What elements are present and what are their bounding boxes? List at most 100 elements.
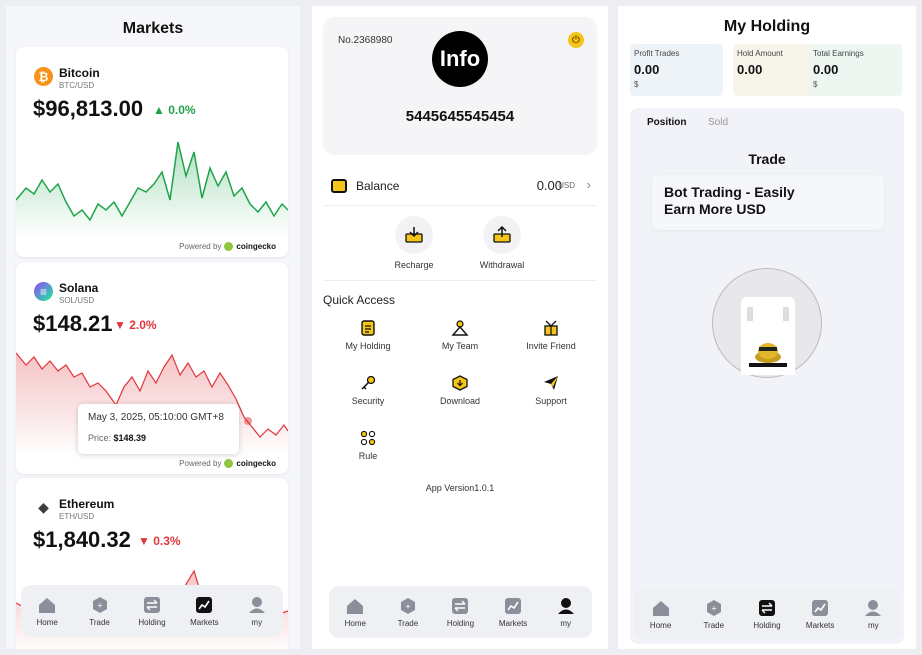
home-icon	[345, 596, 365, 616]
key-icon	[359, 374, 377, 392]
coin-change: ▼ 2.0%	[114, 318, 157, 332]
nav-markets[interactable]: Markets	[795, 598, 845, 630]
coin-name: Bitcoin	[59, 66, 100, 80]
markets-icon	[503, 596, 523, 616]
withdrawal-icon	[483, 216, 521, 254]
gift-icon	[542, 319, 560, 337]
profile-card: No.2368980 ⏻ Info 5445645545454	[323, 17, 597, 155]
rule-icon	[359, 429, 377, 447]
qa-security[interactable]: Security	[328, 374, 408, 406]
holding-icon	[757, 598, 777, 618]
stat-total-earnings: Total Earnings 0.00 $	[809, 44, 902, 96]
robot-icon	[747, 307, 789, 367]
nav-trade[interactable]: + Trade	[75, 595, 125, 627]
svg-text:+: +	[711, 604, 716, 614]
coingecko-icon	[224, 459, 234, 468]
balance-row[interactable]: Balance 0.00 USD ›	[323, 172, 597, 206]
chart-tooltip: May 3, 2025, 05:10:00 GMT+8 Price: $148.…	[78, 404, 239, 454]
home-icon	[651, 598, 671, 618]
nav-markets[interactable]: Markets	[179, 595, 229, 627]
user-id: 5445645545454	[405, 108, 515, 125]
nav-my[interactable]: my	[848, 598, 898, 630]
trade-title: Trade	[748, 151, 786, 167]
user-icon	[247, 595, 267, 615]
markets-panel: Markets ₿ Bitcoin BTC/USD $96,813.00 ▲ 0…	[6, 6, 300, 649]
bot-trading-banner[interactable]: Bot Trading - Easily Earn More USD	[652, 175, 884, 230]
account-number: No.2368980	[338, 35, 393, 46]
wallet-icon	[331, 179, 347, 193]
home-icon	[37, 595, 57, 615]
nav-trade[interactable]: + Trade	[689, 598, 739, 630]
holding-panel: My Holding Profit Trades 0.00 $ Hold Amo…	[618, 6, 916, 649]
page-title: My Holding	[723, 18, 811, 35]
svg-text:+: +	[405, 602, 410, 612]
balance-label: Balance	[356, 179, 400, 193]
recharge-icon	[395, 216, 433, 254]
markets-icon	[810, 598, 830, 618]
recharge-button[interactable]: Recharge	[384, 216, 444, 270]
app-version: App Version1.0.1	[425, 483, 495, 493]
robot-card	[741, 297, 795, 375]
trade-icon: +	[704, 598, 724, 618]
tab-sold[interactable]: Sold	[708, 117, 729, 128]
holding-icon	[142, 595, 162, 615]
user-icon	[556, 596, 576, 616]
trade-icon: +	[398, 596, 418, 616]
coingecko-icon	[224, 242, 234, 251]
coin-price: $96,813.00	[33, 96, 144, 121]
withdrawal-button[interactable]: Withdrawal	[472, 216, 532, 270]
coin-card-bitcoin[interactable]: ₿ Bitcoin BTC/USD $96,813.00 ▲ 0.0% Powe…	[16, 47, 288, 257]
coin-price: $148.21	[33, 311, 113, 336]
download-icon	[451, 374, 469, 392]
holding-icon	[450, 596, 470, 616]
stat-profit-trades: Profit Trades 0.00 $	[630, 44, 723, 96]
page-title: Markets	[122, 20, 184, 37]
chevron-right-icon: ›	[586, 177, 591, 192]
qa-my-holding[interactable]: My Holding	[328, 319, 408, 351]
qa-invite-friend[interactable]: Invite Friend	[511, 319, 591, 351]
send-icon	[542, 374, 560, 392]
nav-home[interactable]: Home	[330, 596, 380, 628]
nav-my[interactable]: my	[232, 595, 282, 627]
coin-pair: SOL/USD	[59, 296, 95, 305]
quick-access-title: Quick Access	[323, 293, 396, 307]
markets-icon	[194, 595, 214, 615]
powered-by: Powered by coingecko	[179, 459, 276, 468]
qa-download[interactable]: Download	[420, 374, 500, 406]
nav-holding[interactable]: Holding	[742, 598, 792, 630]
bot-illustration	[712, 268, 822, 378]
coin-change: ▲ 0.0%	[153, 103, 196, 117]
profile-panel: No.2368980 ⏻ Info 5445645545454 Balance …	[312, 6, 608, 649]
coin-name: Ethereum	[59, 497, 115, 511]
nav-holding[interactable]: Holding	[127, 595, 177, 627]
nav-my[interactable]: my	[541, 596, 591, 628]
qa-my-team[interactable]: My Team	[420, 319, 500, 351]
qa-support[interactable]: Support	[511, 374, 591, 406]
arrow-up-icon: ▲	[153, 103, 169, 117]
powered-by: Powered by coingecko	[179, 242, 276, 251]
tooltip-price: Price: $148.39	[88, 433, 147, 443]
balance-unit: USD	[558, 181, 575, 190]
nav-home[interactable]: Home	[22, 595, 72, 627]
nav-holding[interactable]: Holding	[435, 596, 485, 628]
tab-position[interactable]: Position	[647, 117, 687, 128]
tooltip-date: May 3, 2025, 05:10:00 GMT+8	[88, 412, 224, 423]
bitcoin-icon: ₿	[34, 67, 53, 86]
nav-home[interactable]: Home	[636, 598, 686, 630]
coin-change: ▼ 0.3%	[138, 534, 181, 548]
bottom-nav: Home + Trade Holding Markets my	[634, 588, 900, 640]
solana-icon: ≡	[34, 282, 53, 301]
bitcoin-sparkline	[16, 141, 288, 237]
qa-rule[interactable]: Rule	[328, 429, 408, 461]
coin-pair: ETH/USD	[59, 512, 95, 521]
trade-icon: +	[90, 595, 110, 615]
power-icon[interactable]: ⏻	[568, 32, 584, 48]
user-icon	[863, 598, 883, 618]
ethereum-icon: ◆	[34, 498, 53, 517]
bottom-nav: Home + Trade Holding Markets my	[329, 586, 592, 638]
arrow-down-icon: ▼	[114, 318, 130, 332]
nav-markets[interactable]: Markets	[488, 596, 538, 628]
nav-trade[interactable]: + Trade	[383, 596, 433, 628]
divider	[323, 280, 597, 281]
coin-price: $1,840.32	[33, 527, 131, 552]
